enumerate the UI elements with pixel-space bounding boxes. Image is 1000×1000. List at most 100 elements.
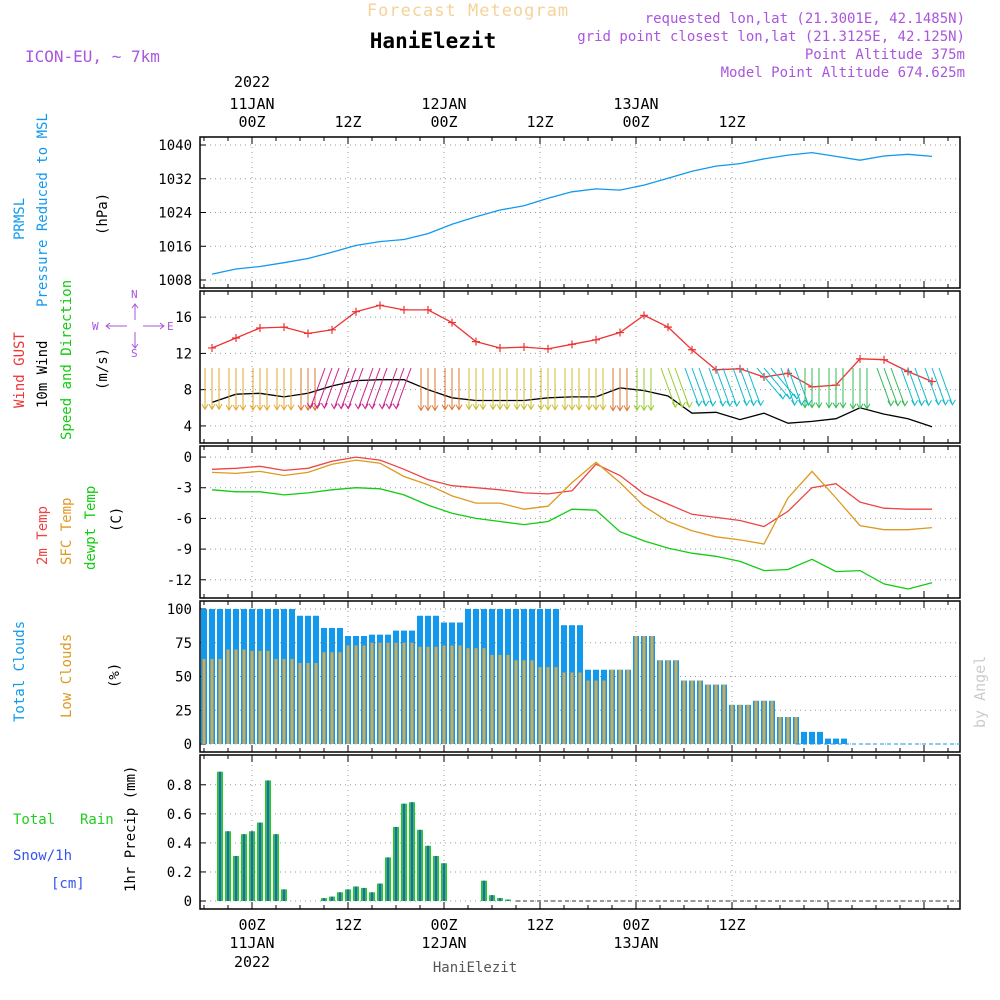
wind-direction-arrow: [561, 368, 569, 411]
low-cloud-bar: [522, 660, 526, 744]
gust-marker: [256, 324, 264, 333]
gust-marker: [664, 323, 672, 332]
y-tick-label: 0: [184, 894, 192, 910]
y-tick-label: 100: [167, 602, 192, 618]
wind-direction-arrow: [273, 368, 281, 411]
low-cloud-bar: [514, 660, 518, 744]
top-time-l3: 00Z: [238, 113, 265, 131]
low-cloud-bar: [562, 672, 566, 744]
wind-direction-arrow: [479, 368, 487, 411]
total-cloud-bar: [809, 731, 815, 744]
low-cloud-bar: [626, 669, 630, 744]
wind-direction-arrow: [863, 368, 871, 410]
wind-direction-arrow: [801, 368, 809, 409]
low-cloud-bar: [530, 660, 534, 744]
low-cloud-bar: [250, 650, 254, 744]
wind-direction-arrow: [808, 368, 816, 409]
low-cloud-bar: [794, 717, 798, 744]
y-tick-label: 0: [184, 450, 192, 466]
panel-frame: [199, 445, 961, 599]
panel-temperature: 0 -3 -6 -9 -12: [167, 445, 961, 599]
gust-marker: [520, 343, 528, 352]
gust-marker: [472, 337, 480, 346]
top-time-l3: 12Z: [334, 113, 361, 131]
snow-bar: [419, 829, 421, 901]
wind-direction-arrow: [385, 367, 405, 410]
low-cloud-bar: [234, 649, 238, 744]
wind-direction-arrow: [496, 368, 504, 411]
bottom-time-label: 12Z: [334, 916, 361, 934]
low-cloud-bar: [698, 680, 702, 744]
model-altitude: Model Point Altitude 674.625m: [721, 65, 965, 81]
snow-bar: [251, 831, 253, 901]
wind-direction-arrow: [575, 368, 583, 411]
snow-bar: [347, 889, 349, 901]
y-tick-label: 0: [184, 737, 192, 753]
temp-labels: 2m Temp SFC Temp dewpt Temp (C): [35, 486, 125, 570]
wind-direction-arrow: [417, 368, 425, 412]
low-cloud-bar: [546, 667, 550, 744]
snow-bar: [283, 889, 285, 901]
panel-frame: [199, 290, 961, 444]
bottom-time-l1: 12Z: [718, 916, 745, 934]
low-cloud-bar: [690, 680, 694, 744]
low-cloud-bar: [426, 646, 430, 744]
total-cloud-bar: [801, 731, 807, 744]
wind-direction-arrow: [431, 368, 439, 412]
snow-bar: [219, 771, 221, 901]
snow-bar: [227, 831, 229, 901]
wind-direction-arrow: [239, 368, 247, 411]
wind-direction-arrow: [337, 367, 357, 410]
y-tick-label: 8: [184, 383, 192, 399]
wind-direction-arrow: [306, 367, 326, 410]
wind-direction-arrow: [256, 368, 264, 412]
cloud-labels: Total Clouds Low Clouds (%): [12, 621, 123, 722]
wind-label-gust: Wind GUST: [12, 332, 28, 408]
wind-direction-arrow: [330, 367, 350, 410]
wind-direction-arrow: [708, 367, 727, 407]
wind-direction-arrow: [520, 368, 528, 411]
wind-direction-arrow: [876, 367, 895, 407]
bottom-time-label: 12Z: [526, 916, 553, 934]
panel-clouds: 0 25 50 75 100: [167, 600, 961, 753]
top-time-l2: 12JAN: [421, 95, 466, 113]
wind-direction-arrow: [647, 368, 655, 412]
precip-label-snow: Snow/1h: [13, 848, 72, 864]
gust-marker: [544, 344, 552, 353]
pressure-label-msl: Pressure Reduced to MSL: [35, 113, 51, 307]
snow-bar: [387, 857, 389, 901]
low-cloud-bar: [450, 645, 454, 744]
series-line-prmsl: [211, 151, 933, 275]
low-cloud-bar: [738, 704, 742, 744]
closest-coords: grid point closest lon,lat (21.3125E, 42…: [577, 29, 965, 45]
low-cloud-bar: [314, 663, 318, 744]
snow-bar: [443, 863, 445, 901]
gust-marker: [496, 343, 504, 352]
low-cloud-bar: [218, 658, 222, 744]
model-label: ICON-EU, ~ 7km: [25, 47, 160, 66]
low-cloud-bar: [338, 652, 342, 744]
pressure-labels: PRMSL Pressure Reduced to MSL (hPa): [12, 113, 111, 307]
wind-direction-arrow: [441, 368, 449, 411]
y-tick-label: 16: [175, 310, 192, 326]
low-cloud-bar: [394, 642, 398, 744]
top-time-l2: 13JAN: [613, 95, 658, 113]
wind-direction-arrow: [938, 367, 956, 406]
top-time-label: 12Z: [718, 113, 745, 131]
wind-direction-arrow: [907, 367, 926, 407]
series-line-sfc-temp: [211, 459, 933, 545]
compass-w: W: [92, 320, 99, 333]
compass-s: S: [131, 347, 138, 360]
total-cloud-bar: [833, 738, 839, 744]
wind-direction-arrow: [931, 367, 949, 406]
snow-bar: [355, 886, 357, 901]
low-cloud-bar: [650, 636, 654, 744]
total-cloud-bar: [825, 738, 831, 744]
wind-direction-arrow: [623, 368, 631, 412]
low-cloud-bar: [482, 648, 486, 744]
top-time-label: 12Z: [334, 113, 361, 131]
y-tick-label: -12: [167, 573, 192, 589]
